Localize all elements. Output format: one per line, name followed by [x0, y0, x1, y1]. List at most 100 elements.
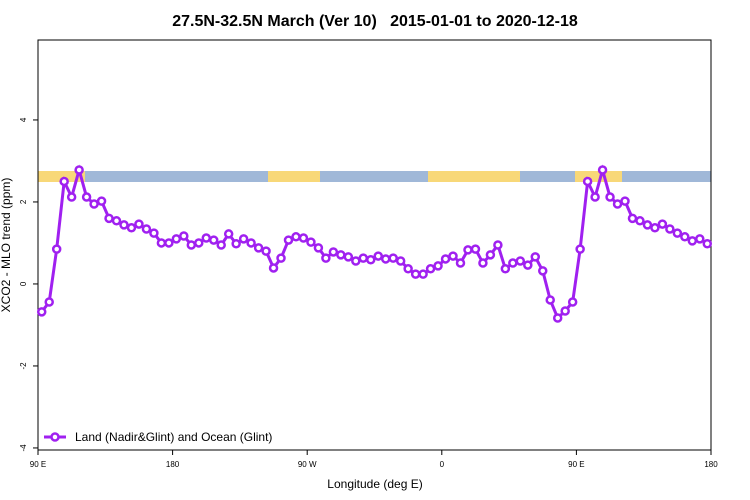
data-point: [523, 260, 533, 270]
data-point: [59, 176, 69, 187]
data-point: [455, 258, 466, 268]
data-point: [321, 253, 331, 263]
y-tick-label: 0: [19, 281, 28, 286]
data-point: [171, 234, 182, 244]
data-point: [134, 219, 144, 229]
data-point: [283, 235, 294, 245]
data-point: [687, 236, 698, 246]
data-point: [478, 258, 488, 268]
data-point: [538, 266, 548, 276]
data-point: [358, 253, 369, 263]
data-point: [575, 244, 585, 254]
data-point: [96, 196, 107, 206]
data-point: [545, 295, 555, 305]
y-tick-label: -2: [19, 362, 28, 370]
data-point: [642, 220, 653, 230]
land-band: [268, 171, 320, 182]
data-point: [515, 256, 526, 266]
data-point: [194, 238, 204, 248]
y-tick-label: -4: [19, 444, 28, 452]
x-tick-label: 90 E: [30, 460, 46, 469]
data-point: [36, 307, 47, 317]
data-point: [665, 224, 675, 234]
data-point: [627, 213, 638, 224]
data-point: [380, 254, 391, 264]
data-point: [702, 239, 713, 249]
data-point: [298, 233, 309, 243]
data-point: [216, 240, 226, 250]
data-point: [313, 243, 324, 253]
data-point: [74, 165, 84, 175]
data-point: [111, 216, 122, 226]
x-tick-label: 90 E: [568, 460, 584, 469]
data-point: [582, 176, 593, 187]
data-point: [268, 263, 279, 273]
data-point: [388, 253, 398, 263]
data-point: [433, 261, 443, 271]
data-point: [66, 192, 77, 202]
data-point: [89, 199, 99, 209]
data-point: [164, 238, 174, 248]
data-point: [231, 239, 241, 249]
data-point: [186, 240, 197, 250]
data-point: [223, 229, 234, 239]
data-point: [81, 192, 92, 202]
chart-title: 27.5N-32.5N March (Ver 10) 2015-01-01 to…: [172, 13, 578, 30]
data-point: [448, 251, 458, 261]
land-band: [38, 171, 85, 182]
data-point: [485, 250, 496, 260]
x-tick-label: 180: [704, 460, 718, 469]
land-band: [575, 171, 622, 182]
data-point: [119, 220, 129, 230]
y-axis-label: XCO2 - MLO trend (ppm): [0, 178, 13, 313]
data-point: [590, 192, 600, 202]
data-point: [44, 297, 54, 307]
x-tick-label: 90 W: [298, 460, 317, 469]
data-point: [201, 233, 211, 243]
data-point: [657, 219, 668, 229]
data-point: [141, 224, 152, 234]
data-point: [156, 238, 167, 248]
data-point: [366, 255, 376, 265]
x-tick-label: 0: [440, 460, 445, 469]
data-point: [51, 244, 62, 254]
data-point: [343, 252, 354, 262]
data-point: [373, 251, 383, 261]
data-point: [276, 253, 286, 263]
data-point: [238, 234, 249, 244]
data-point: [680, 232, 690, 242]
data-point: [179, 231, 189, 241]
data-point: [410, 269, 421, 279]
ocean-band: [38, 171, 711, 182]
data-point: [597, 165, 608, 175]
data-point: [208, 235, 219, 245]
data-point: [672, 228, 683, 238]
legend-label: Land (Nadir&Glint) and Ocean (Glint): [75, 430, 272, 444]
x-axis-label: Longitude (deg E): [327, 477, 422, 491]
data-point: [530, 252, 541, 262]
data-point: [493, 240, 503, 250]
data-point: [567, 297, 578, 307]
data-point: [620, 196, 630, 206]
data-point: [395, 256, 406, 266]
data-point: [463, 245, 473, 255]
data-point: [695, 234, 705, 244]
data-point: [470, 244, 481, 254]
data-point: [351, 256, 361, 266]
data-point: [246, 238, 256, 248]
data-point: [560, 306, 570, 316]
data-point: [500, 264, 511, 274]
data-point: [440, 254, 451, 264]
data-point: [605, 192, 615, 202]
data-point: [253, 243, 264, 253]
data-point: [425, 264, 436, 274]
y-tick-label: 2: [19, 199, 28, 204]
data-point: [650, 223, 660, 233]
data-point: [306, 237, 316, 247]
x-tick-label: 180: [166, 460, 180, 469]
data-point: [403, 264, 413, 274]
data-point: [418, 269, 428, 279]
data-point: [635, 216, 645, 226]
